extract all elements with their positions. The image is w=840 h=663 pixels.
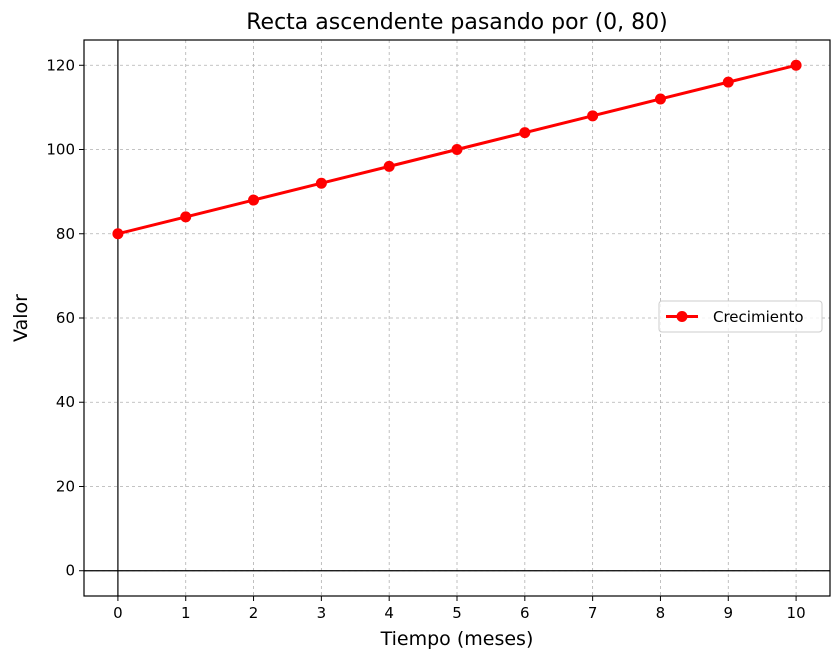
- x-tick-label: 7: [588, 604, 598, 622]
- reference-lines: [84, 40, 830, 596]
- data-point: [587, 110, 599, 122]
- x-tick-label: 4: [384, 604, 394, 622]
- x-axis-ticks: 0 1 2 3 4 5 6 7 8 9 10: [113, 596, 806, 622]
- x-tick-label: 0: [113, 604, 123, 622]
- chart-title: Recta ascendente pasando por (0, 80): [246, 10, 668, 35]
- x-tick-label: 5: [452, 604, 462, 622]
- legend-box: [658, 300, 823, 333]
- data-point: [383, 160, 395, 172]
- data-point: [248, 194, 260, 206]
- legend: Crecimiento: [658, 300, 823, 333]
- x-tick-label: 1: [181, 604, 191, 622]
- data-point: [654, 93, 666, 105]
- x-tick-label: 2: [249, 604, 259, 622]
- legend-marker: [676, 311, 688, 322]
- y-tick-label: 0: [65, 562, 75, 580]
- data-point: [180, 211, 192, 223]
- y-tick-label: 80: [56, 225, 75, 243]
- y-axis-ticks: 0 20 40 60 80 100 120: [46, 56, 84, 580]
- series-layer: [112, 59, 802, 240]
- data-point: [722, 76, 734, 88]
- y-tick-label: 120: [46, 56, 75, 74]
- y-tick-label: 40: [56, 393, 75, 411]
- data-point: [315, 177, 327, 189]
- y-tick-label: 20: [56, 477, 75, 495]
- x-tick-label: 9: [723, 604, 733, 622]
- y-tick-label: 100: [46, 141, 75, 159]
- y-axis-label: Valor: [10, 294, 32, 342]
- x-tick-label: 6: [520, 604, 530, 622]
- legend-label: Crecimiento: [713, 308, 804, 326]
- data-point: [790, 59, 802, 71]
- x-tick-label: 8: [656, 604, 666, 622]
- x-axis-label: Tiempo (meses): [380, 628, 534, 650]
- x-tick-label: 3: [317, 604, 327, 622]
- data-point: [451, 144, 463, 156]
- x-tick-label: 10: [787, 604, 806, 622]
- y-tick-label: 60: [56, 309, 75, 327]
- data-point: [112, 228, 124, 240]
- data-point: [519, 127, 531, 139]
